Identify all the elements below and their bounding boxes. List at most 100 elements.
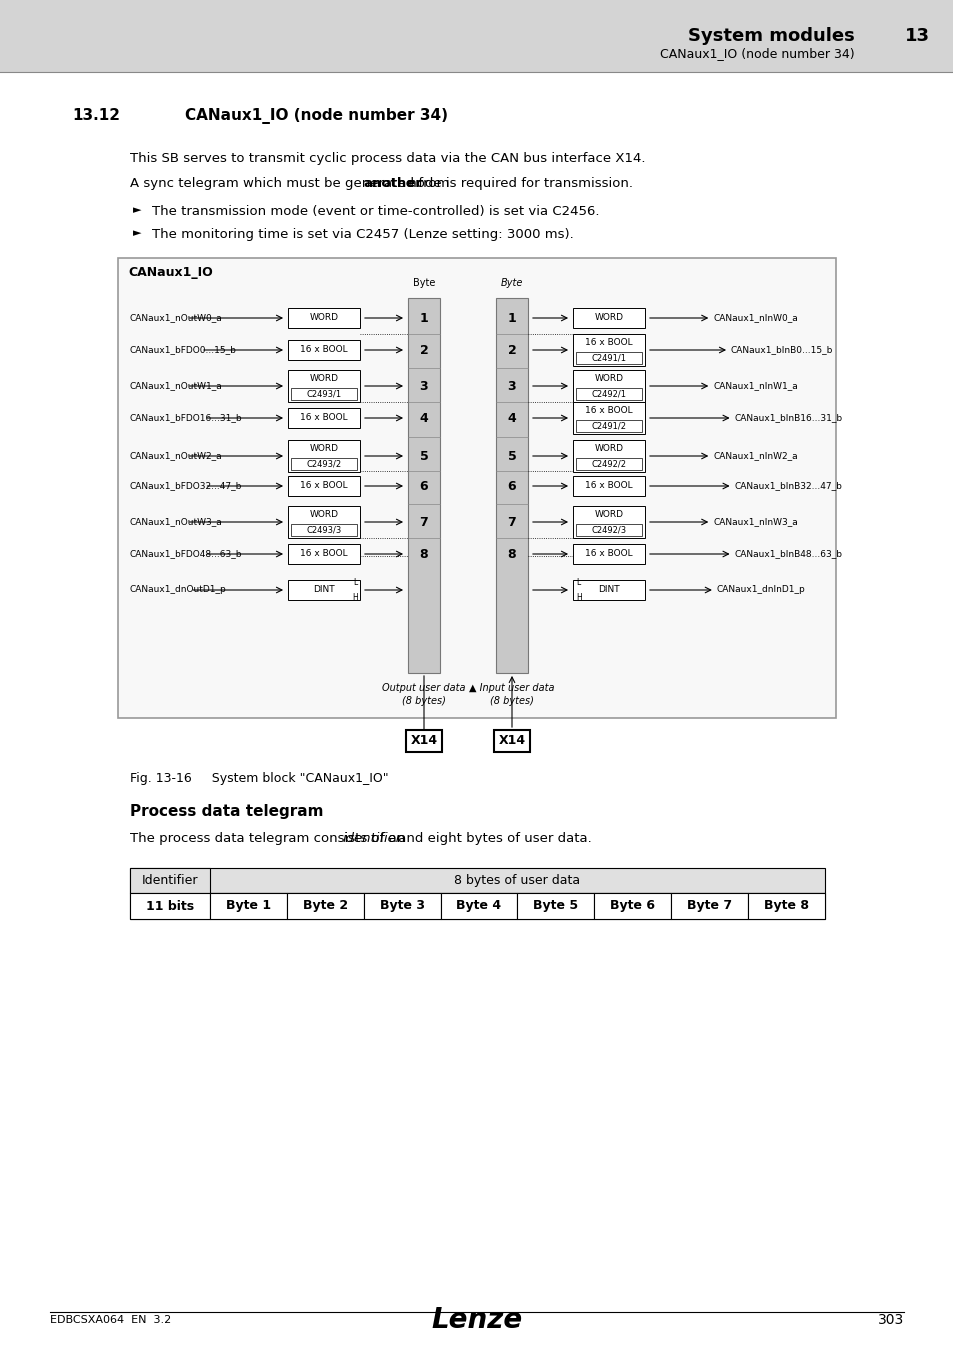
Bar [363, 892, 440, 919]
Bar [573, 506, 644, 539]
Text: DINT: DINT [313, 586, 335, 594]
Bar [576, 420, 641, 432]
Text: C2492/2: C2492/2 [591, 459, 626, 468]
Text: C2493/1: C2493/1 [306, 390, 341, 398]
Bar [288, 340, 359, 360]
Text: WORD: WORD [309, 510, 338, 518]
Bar [573, 440, 644, 472]
Text: 2: 2 [507, 343, 516, 356]
Bar [517, 892, 594, 919]
Bar [573, 370, 644, 402]
Text: WORD: WORD [594, 374, 623, 383]
Text: C2491/1: C2491/1 [591, 354, 626, 363]
Text: L: L [576, 578, 579, 587]
Bar [496, 298, 527, 674]
Text: 3: 3 [507, 379, 516, 393]
Bar [288, 544, 359, 564]
Text: CANaux1_bFDO48...63_b: CANaux1_bFDO48...63_b [130, 549, 242, 559]
Text: A sync telegram which must be generated from: A sync telegram which must be generated … [130, 177, 453, 190]
Bar [291, 458, 356, 470]
Text: 13.12: 13.12 [71, 108, 120, 123]
Text: ►: ► [132, 228, 141, 238]
Text: C2492/3: C2492/3 [591, 525, 626, 535]
Text: CANaux1_nOutW1_a: CANaux1_nOutW1_a [130, 382, 222, 390]
Text: WORD: WORD [594, 510, 623, 518]
Bar [130, 868, 210, 892]
Bar [118, 258, 835, 718]
Bar [288, 408, 359, 428]
Bar [288, 506, 359, 539]
Text: H: H [352, 593, 357, 602]
Text: Fig. 13-16     System block "CANaux1_IO": Fig. 13-16 System block "CANaux1_IO" [130, 772, 388, 784]
Text: CANaux1_bInB32...47_b: CANaux1_bInB32...47_b [734, 482, 841, 490]
Text: This SB serves to transmit cyclic process data via the CAN bus interface X14.: This SB serves to transmit cyclic proces… [130, 153, 645, 165]
Bar [130, 892, 210, 919]
Bar [288, 370, 359, 402]
Text: 16 x BOOL: 16 x BOOL [300, 346, 348, 355]
Bar [440, 892, 517, 919]
Text: Byte 3: Byte 3 [379, 899, 424, 913]
Text: CANaux1_dnOutD1_p: CANaux1_dnOutD1_p [130, 586, 227, 594]
Text: Lenze: Lenze [431, 1305, 522, 1334]
Text: 6: 6 [419, 479, 428, 493]
Bar [287, 892, 363, 919]
Text: CANaux1_IO: CANaux1_IO [128, 266, 213, 279]
Text: Byte: Byte [413, 278, 435, 288]
Text: 303: 303 [877, 1314, 903, 1327]
Text: 11 bits: 11 bits [146, 899, 193, 913]
Bar [408, 298, 439, 674]
Text: 1: 1 [507, 312, 516, 324]
Text: CANaux1_bFDO32...47_b: CANaux1_bFDO32...47_b [130, 482, 242, 490]
Text: H: H [576, 593, 581, 602]
Bar [576, 458, 641, 470]
Text: 4: 4 [419, 412, 428, 424]
Text: Identifier: Identifier [142, 873, 198, 887]
Text: node is required for transmission.: node is required for transmission. [404, 177, 633, 190]
Text: Byte: Byte [500, 278, 522, 288]
Text: CANaux1_IO (node number 34): CANaux1_IO (node number 34) [659, 47, 854, 61]
Bar [288, 477, 359, 495]
Text: Byte 8: Byte 8 [763, 899, 808, 913]
Bar [288, 580, 359, 599]
Text: C2493/2: C2493/2 [306, 459, 341, 468]
Bar [130, 892, 824, 919]
Text: 13: 13 [904, 27, 929, 45]
Text: Byte 2: Byte 2 [302, 899, 348, 913]
Bar [0, 0, 953, 72]
Text: (8 bytes): (8 bytes) [401, 697, 445, 706]
Bar [573, 477, 644, 495]
Bar [288, 308, 359, 328]
Text: WORD: WORD [309, 374, 338, 383]
Text: Process data telegram: Process data telegram [130, 805, 323, 819]
Text: Byte 5: Byte 5 [533, 899, 578, 913]
Text: 5: 5 [507, 450, 516, 463]
Text: The process data telegram consists of an: The process data telegram consists of an [130, 832, 409, 845]
Bar [573, 402, 644, 433]
Text: (8 bytes): (8 bytes) [490, 697, 534, 706]
Bar [573, 544, 644, 564]
Text: 16 x BOOL: 16 x BOOL [300, 549, 348, 559]
Text: another: another [363, 177, 421, 190]
Text: WORD: WORD [594, 444, 623, 454]
Bar [291, 387, 356, 400]
Text: C2491/2: C2491/2 [591, 421, 626, 431]
Text: CANaux1_nOutW3_a: CANaux1_nOutW3_a [130, 517, 222, 526]
Bar [288, 440, 359, 472]
Text: 16 x BOOL: 16 x BOOL [584, 482, 632, 490]
Text: WORD: WORD [309, 444, 338, 454]
Bar [210, 892, 287, 919]
Text: CANaux1_nInW3_a: CANaux1_nInW3_a [713, 517, 797, 526]
Text: 4: 4 [507, 412, 516, 424]
Bar [576, 524, 641, 536]
Text: WORD: WORD [309, 313, 338, 323]
Text: 16 x BOOL: 16 x BOOL [584, 549, 632, 559]
Text: CANaux1_bFDO0...15_b: CANaux1_bFDO0...15_b [130, 346, 236, 355]
Text: 1: 1 [419, 312, 428, 324]
Bar [406, 730, 441, 752]
Text: 8: 8 [507, 548, 516, 560]
Bar [291, 524, 356, 536]
Text: ►: ► [132, 205, 141, 215]
Text: C2492/1: C2492/1 [591, 390, 626, 398]
Text: 3: 3 [419, 379, 428, 393]
Bar [594, 892, 671, 919]
